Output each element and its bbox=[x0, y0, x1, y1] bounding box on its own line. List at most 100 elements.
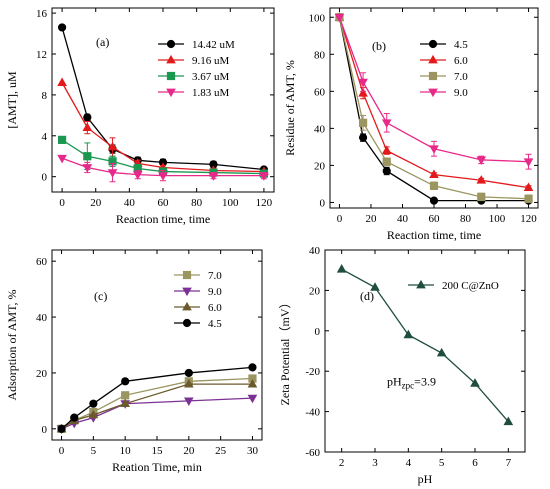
series-line bbox=[341, 268, 509, 423]
series-line bbox=[338, 17, 529, 200]
legend-entry: 1.83 uM bbox=[158, 87, 230, 99]
data-point bbox=[429, 169, 439, 179]
y-tick-label: 60 bbox=[36, 256, 48, 268]
y-tick-label: 40 bbox=[36, 312, 48, 324]
legend-label: 14.42 uM bbox=[192, 39, 235, 51]
y-axis-title: Residue of AMT, % bbox=[283, 60, 297, 156]
data-point bbox=[381, 145, 392, 154]
legend-label: 9.0 bbox=[208, 286, 222, 298]
x-axis-title: Reaction time, time bbox=[387, 228, 481, 242]
series-4 bbox=[57, 363, 257, 433]
data-point bbox=[476, 175, 487, 184]
data-point bbox=[381, 119, 392, 128]
data-point bbox=[476, 156, 487, 166]
data-point bbox=[382, 166, 391, 176]
x-tick-label: 60 bbox=[158, 197, 170, 209]
annotation-tail: =3.9 bbox=[414, 374, 436, 388]
legend-label: 7.0 bbox=[454, 71, 468, 83]
data-point bbox=[247, 378, 258, 388]
x-tick-label: 3 bbox=[372, 457, 378, 469]
data-point bbox=[57, 154, 67, 164]
legend-label: 9.16 uM bbox=[192, 55, 230, 67]
series-1 bbox=[336, 264, 514, 426]
data-point bbox=[248, 363, 257, 372]
y-tick-label: 0 bbox=[315, 326, 321, 338]
chart-panel-4: 2 3 4 5 6 7 -60 -40 -20 0 20 40 pH Zeta Potential（mV）… bbox=[278, 245, 526, 486]
x-tick-label: 80 bbox=[460, 213, 472, 225]
data-point bbox=[132, 171, 143, 180]
panel-label: (a) bbox=[96, 35, 109, 49]
data-point bbox=[358, 118, 368, 127]
legend-label: 6.0 bbox=[208, 302, 222, 314]
data-point bbox=[121, 377, 130, 386]
chart-panel-3: 0 5 10 15 20 25 30 0 20 40 60 Reation Time, min Adso… bbox=[5, 249, 263, 474]
data-point bbox=[83, 113, 92, 122]
y-tick-label: 20 bbox=[36, 368, 48, 380]
data-point bbox=[57, 424, 66, 433]
y-tick-label: 80 bbox=[314, 49, 326, 61]
data-point bbox=[83, 152, 92, 161]
data-point bbox=[184, 378, 194, 388]
data-point bbox=[70, 413, 79, 422]
data-point bbox=[107, 141, 118, 151]
y-tick-label: 8 bbox=[42, 90, 48, 102]
legend-label: 7.0 bbox=[208, 270, 222, 282]
series-4 bbox=[334, 13, 534, 170]
data-point bbox=[429, 145, 439, 154]
series-1 bbox=[57, 23, 269, 174]
x-tick-label: 20 bbox=[90, 197, 102, 209]
data-point bbox=[208, 172, 219, 181]
y-tick-label: -40 bbox=[305, 407, 320, 419]
data-point bbox=[107, 169, 118, 178]
y-tick-label: 40 bbox=[309, 245, 321, 257]
legend-marker bbox=[182, 287, 192, 297]
data-point bbox=[57, 23, 67, 32]
data-point bbox=[88, 409, 99, 419]
legend-marker bbox=[428, 39, 438, 49]
legend-label: 200 C@ZnO bbox=[442, 280, 499, 292]
data-point bbox=[158, 172, 168, 181]
series-line bbox=[338, 17, 529, 163]
x-tick-label: 20 bbox=[365, 213, 377, 225]
legend-marker bbox=[166, 88, 176, 98]
data-point bbox=[336, 264, 347, 273]
data-point bbox=[184, 397, 194, 407]
x-tick-label: 30 bbox=[247, 445, 259, 457]
panel-label: (b) bbox=[372, 39, 386, 53]
legend-entry: 4.5 bbox=[174, 318, 222, 330]
y-tick-label: 20 bbox=[309, 285, 321, 297]
data-point bbox=[121, 391, 130, 400]
series-line bbox=[338, 17, 529, 189]
x-tick-label: 0 bbox=[59, 197, 65, 209]
y-tick-label: 20 bbox=[314, 160, 326, 172]
y-tick-label: 0 bbox=[42, 172, 48, 184]
legend-marker bbox=[166, 71, 176, 81]
data-point bbox=[523, 158, 534, 167]
annotation-sub: zpc bbox=[402, 380, 415, 390]
x-tick-label: 6 bbox=[472, 457, 478, 469]
data-point bbox=[89, 399, 98, 408]
data-point bbox=[382, 157, 391, 166]
data-point bbox=[429, 181, 439, 190]
x-tick-label: 80 bbox=[191, 197, 203, 209]
series-line bbox=[338, 17, 529, 202]
annotation-main: pH bbox=[387, 374, 402, 388]
legend-entry: 4.5 bbox=[420, 39, 468, 51]
legend-marker bbox=[416, 279, 426, 289]
y-tick-label: 40 bbox=[314, 123, 326, 135]
series-4 bbox=[57, 154, 269, 183]
legend-marker bbox=[428, 71, 438, 81]
data-point bbox=[524, 194, 533, 203]
x-axis-title: pH bbox=[418, 472, 433, 486]
x-tick-label: 7 bbox=[506, 457, 512, 469]
legend-marker bbox=[182, 301, 192, 311]
x-tick-label: 0 bbox=[337, 213, 343, 225]
legend-marker bbox=[428, 54, 438, 64]
data-point bbox=[370, 282, 380, 291]
data-point bbox=[334, 13, 345, 23]
legend-label: 4.5 bbox=[208, 318, 222, 330]
legend-label: 4.5 bbox=[454, 39, 468, 51]
y-tick-label: 60 bbox=[314, 86, 326, 98]
legend-label: 1.83 uM bbox=[192, 87, 230, 99]
